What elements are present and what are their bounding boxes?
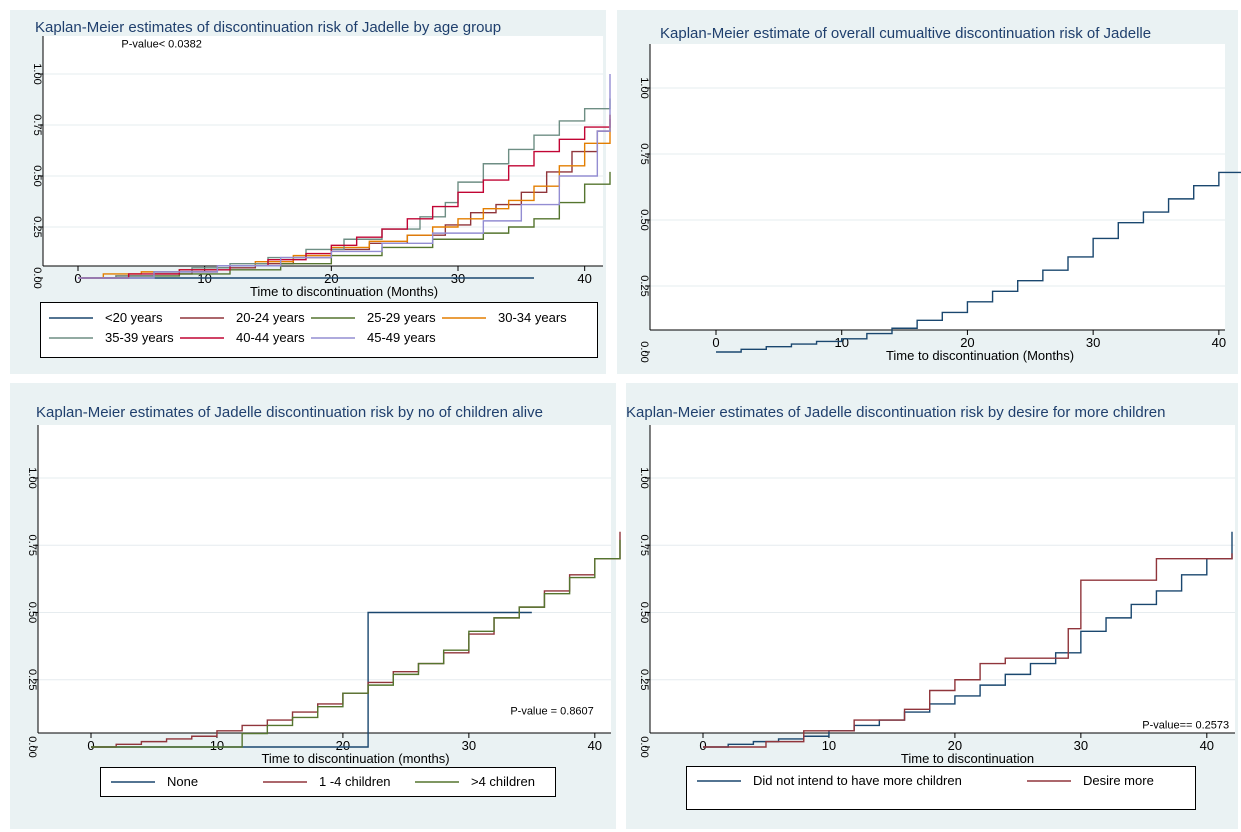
chart-title: Kaplan-Meier estimates of Jadelle discon…	[626, 404, 1166, 421]
y-tick-label: 0.25	[638, 275, 650, 296]
legend-label: 1 -4 children	[319, 774, 391, 789]
p-value-annotation: P-value== 0.2573	[1142, 719, 1229, 731]
x-tick-label: 20	[960, 335, 974, 350]
plot-background	[650, 44, 1225, 330]
legend-entries: Did not intend to have more children Desi…	[697, 773, 1154, 788]
legend-label: >4 children	[471, 774, 535, 789]
x-axis-label: Time to discontinuation	[901, 751, 1034, 766]
legend-label: 40-44 years	[236, 330, 305, 345]
y-tick-label: 0.25	[638, 669, 650, 690]
y-tick-label: 0.75	[31, 114, 43, 135]
x-tick-label: 10	[822, 738, 836, 753]
km-step-line	[703, 553, 1233, 748]
y-tick-label: 0.50	[31, 165, 43, 186]
legend-label: 30-34 years	[498, 310, 567, 325]
plot-background	[43, 36, 603, 266]
km-step-line	[91, 539, 621, 748]
legend: <20 years 20-24 years 25-29 years 30-34 yea…	[40, 302, 598, 358]
y-tick-label: 0.25	[26, 669, 38, 690]
legend-entries: <20 years 20-24 years 25-29 years 30-34 yea…	[49, 310, 567, 345]
legend-label: 45-49 years	[367, 330, 436, 345]
y-tick-label: 1.00	[26, 467, 38, 488]
chart-title: Kaplan-Meier estimate of overall cumualt…	[660, 25, 1152, 42]
x-tick-label: 0	[87, 738, 94, 753]
chart-panel-age-group: Kaplan-Meier estimates of discontinuatio…	[10, 10, 611, 374]
x-tick-label: 40	[577, 271, 591, 286]
y-tick-label: 0.00	[31, 267, 43, 288]
x-tick-label: 20	[336, 738, 350, 753]
x-axis-label: Time to discontinuation (Months)	[886, 348, 1074, 363]
x-tick-label: 40	[1212, 335, 1226, 350]
y-tick-label: 0.00	[638, 736, 650, 757]
chart-panel-overall: Kaplan-Meier estimate of overall cumualt…	[617, 10, 1241, 374]
plot-background	[38, 425, 611, 733]
x-axis-label: Time to discontinuation (Months)	[250, 284, 438, 299]
legend: None 1 -4 children >4 children	[100, 767, 556, 797]
plot-area: 0.00 0.25 0.50 0.75 1.00 0 10 20 30 40 Time to dis…	[638, 425, 1235, 766]
y-tick-label: 0.50	[638, 602, 650, 623]
y-tick-label: 1.00	[638, 467, 650, 488]
chart-panel-children-alive: Kaplan-Meier estimates of Jadelle discon…	[10, 383, 621, 829]
legend-label: Did not intend to have more children	[753, 773, 962, 788]
x-axis-label: Time to discontinuation (months)	[261, 751, 449, 766]
y-tick-label: 0.00	[638, 341, 650, 362]
legend: Did not intend to have more children Desi…	[686, 766, 1196, 810]
y-tick-label: 0.75	[26, 535, 38, 556]
km-step-line	[78, 74, 611, 279]
km-step-line	[716, 171, 1241, 353]
x-tick-label: 0	[712, 335, 719, 350]
legend-label: 35-39 years	[105, 330, 174, 345]
x-tick-label: 10	[834, 335, 848, 350]
y-tick-label: 1.00	[638, 77, 650, 98]
legend-label: <20 years	[105, 310, 163, 325]
plot-area: 0.00 0.25 0.50 0.75 1.00 0 10 20 30 40 Time to dis…	[638, 44, 1241, 363]
x-tick-label: 10	[210, 738, 224, 753]
plot-background	[650, 425, 1235, 733]
p-value-annotation: P-value = 0.8607	[510, 706, 593, 718]
y-tick-label: 0.75	[638, 535, 650, 556]
legend-label: Desire more	[1083, 773, 1154, 788]
chart-title: Kaplan-Meier estimates of Jadelle discon…	[36, 404, 543, 421]
x-tick-label: 30	[462, 738, 476, 753]
km-step-line	[78, 114, 611, 279]
y-tick-label: 0.25	[31, 216, 43, 237]
p-value-annotation: P-value< 0.0382	[121, 39, 201, 51]
x-tick-label: 40	[588, 738, 602, 753]
chart-panel-desire-children: Kaplan-Meier estimates of Jadelle discon…	[626, 383, 1238, 829]
y-tick-label: 0.75	[638, 143, 650, 164]
y-tick-label: 1.00	[31, 63, 43, 84]
x-tick-label: 0	[699, 738, 706, 753]
legend-label: 20-24 years	[236, 310, 305, 325]
legend-label: 25-29 years	[367, 310, 436, 325]
y-tick-label: 0.50	[638, 209, 650, 230]
chart-title: Kaplan-Meier estimates of discontinuatio…	[35, 19, 502, 36]
x-tick-label: 30	[1074, 738, 1088, 753]
km-step-line	[78, 171, 611, 279]
y-tick-label: 0.50	[26, 602, 38, 623]
x-tick-label: 30	[1086, 335, 1100, 350]
legend-entries: None 1 -4 children >4 children	[111, 774, 535, 789]
y-tick-label: 0.00	[26, 736, 38, 757]
plot-area: 0.00 0.25 0.50 0.75 1.00 0 10 20 30 40 Time to dis…	[26, 425, 621, 766]
x-tick-label: 20	[948, 738, 962, 753]
legend-label: None	[167, 774, 198, 789]
x-tick-label: 40	[1200, 738, 1214, 753]
